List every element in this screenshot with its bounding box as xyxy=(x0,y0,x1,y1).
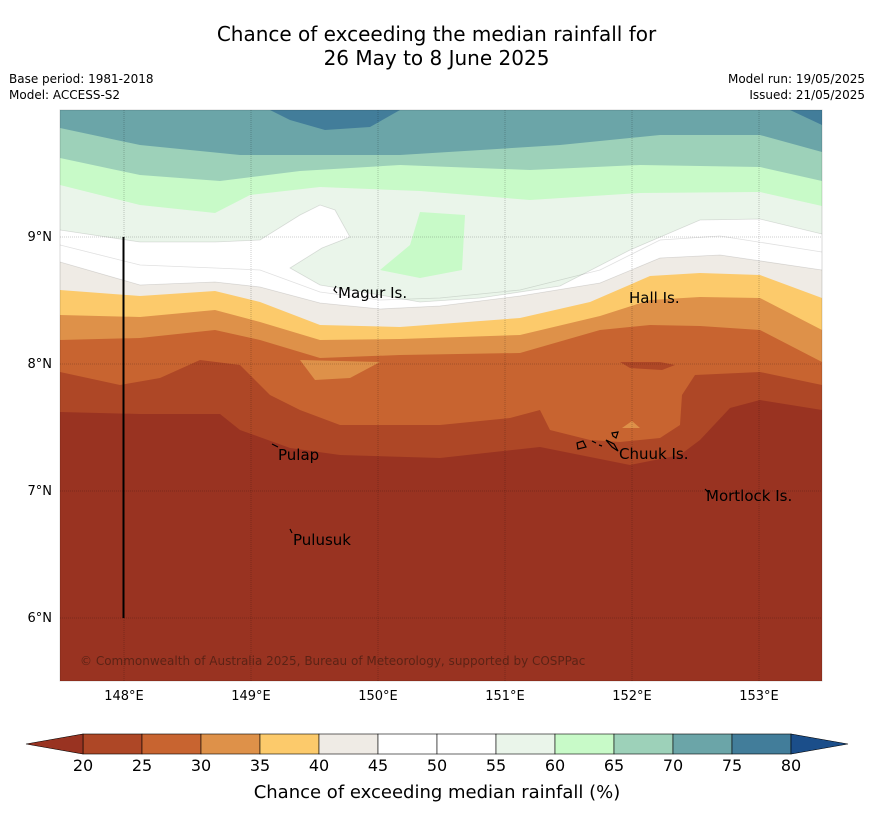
colorbar-swatch-50_55 xyxy=(436,733,497,755)
colorbar-tick-70: 70 xyxy=(663,756,683,775)
map-panel xyxy=(60,110,822,681)
y-tick-9n: 9°N xyxy=(28,230,53,245)
pulusuk-island-outline xyxy=(289,528,293,534)
colorbar-tick-40: 40 xyxy=(309,756,329,775)
band-below-20 xyxy=(60,400,822,681)
place-label-magur: Magur Is. xyxy=(338,284,407,302)
model-text: Model: ACCESS-S2 xyxy=(9,88,121,102)
colorbar-tick-60: 60 xyxy=(545,756,565,775)
chuuk-atoll-west xyxy=(576,440,587,450)
x-tick-153e: 153°E xyxy=(739,689,779,704)
place-label-hall: Hall Is. xyxy=(629,289,680,307)
x-tick-148e: 148°E xyxy=(104,689,144,704)
colorbar-tick-20: 20 xyxy=(73,756,93,775)
colorbar-swatch-45_50 xyxy=(377,733,438,755)
colorbar-tick-75: 75 xyxy=(722,756,742,775)
colorbar-tick-50: 50 xyxy=(427,756,447,775)
colorbar-tick-35: 35 xyxy=(250,756,270,775)
band-75-80-east xyxy=(790,110,822,125)
colorbar-swatches xyxy=(25,733,849,755)
y-tick-7n: 7°N xyxy=(28,484,53,499)
colorbar-tick-45: 45 xyxy=(368,756,388,775)
pulap-island-outline xyxy=(271,443,279,448)
colorbar-ticks: 20 25 30 35 40 45 50 55 60 65 70 75 80 xyxy=(73,756,801,775)
colorbar-swatch-60_65 xyxy=(554,733,615,755)
chuuk-atoll-islets xyxy=(591,440,603,447)
chuuk-atoll-north xyxy=(611,431,619,439)
map-grid xyxy=(60,110,822,681)
x-tick-152e: 152°E xyxy=(612,689,652,704)
colorbar-swatch-55_60 xyxy=(495,733,556,755)
chart-title: Chance of exceeding the median rainfall … xyxy=(0,22,873,70)
place-label-chuuk: Chuuk Is. xyxy=(619,445,688,463)
x-tick-150e: 150°E xyxy=(358,689,398,704)
colorbar-swatch-30_35 xyxy=(200,733,261,755)
band-75-80-west xyxy=(270,110,400,130)
band-30-35-patch xyxy=(300,360,380,380)
colorbar-swatch-25_30 xyxy=(141,733,202,755)
colorbar-extend-low xyxy=(25,733,84,755)
island-outlines xyxy=(271,285,709,534)
colorbar-label: Chance of exceeding median rainfall (%) xyxy=(254,782,621,803)
colorbar: 20 25 30 35 40 45 50 55 60 65 70 75 80 C… xyxy=(25,733,849,803)
colorbar-swatch-40_45 xyxy=(318,733,379,755)
magur-island-outline xyxy=(333,285,338,294)
colorbar-extend-high xyxy=(790,733,849,755)
colorbar-tick-30: 30 xyxy=(191,756,211,775)
band-30-35-dot xyxy=(622,421,640,428)
x-tick-149e: 149°E xyxy=(231,689,271,704)
band-20-25-patch xyxy=(620,362,675,370)
model-run-text: Model run: 19/05/2025 xyxy=(727,72,865,86)
map-frame xyxy=(59,109,823,682)
colorbar-swatch-20_25 xyxy=(82,733,143,755)
place-label-mortlock: Mortlock Is. xyxy=(706,487,792,505)
colorbar-swatch-35_40 xyxy=(259,733,320,755)
colorbar-tick-65: 65 xyxy=(604,756,624,775)
y-axis-ticks: 6°N 7°N 8°N 9°N xyxy=(28,230,53,626)
title-line-2: 26 May to 8 June 2025 xyxy=(323,46,550,70)
colorbar-tick-55: 55 xyxy=(486,756,506,775)
mortlock-island-outline xyxy=(704,488,709,493)
issued-text: Issued: 21/05/2025 xyxy=(749,88,865,102)
colorbar-swatch-65_70 xyxy=(613,733,674,755)
contour-lines xyxy=(60,204,822,310)
x-tick-151e: 151°E xyxy=(485,689,525,704)
colorbar-tick-80: 80 xyxy=(781,756,801,775)
chuuk-atoll-east xyxy=(605,439,619,452)
meta-right: Model run: 19/05/2025 Issued: 21/05/2025 xyxy=(728,71,865,103)
place-labels: Magur Is. Hall Is. Pulap Chuuk Is. Mortl… xyxy=(278,284,792,549)
y-tick-8n: 8°N xyxy=(28,357,53,372)
place-label-pulusuk: Pulusuk xyxy=(293,531,351,549)
colorbar-tick-25: 25 xyxy=(132,756,152,775)
y-tick-6n: 6°N xyxy=(28,611,53,626)
meta-left: Base period: 1981-2018 Model: ACCESS-S2 xyxy=(9,71,154,103)
colorbar-swatch-75_80 xyxy=(731,733,792,755)
place-label-pulap: Pulap xyxy=(278,446,319,464)
colorbar-swatch-70_75 xyxy=(672,733,733,755)
title-line-1: Chance of exceeding the median rainfall … xyxy=(216,22,657,46)
copyright-notice: © Commonwealth of Australia 2025, Bureau… xyxy=(80,654,585,668)
x-axis-ticks: 148°E 149°E 150°E 151°E 152°E 153°E xyxy=(104,689,779,704)
base-period-text: Base period: 1981-2018 xyxy=(9,72,154,86)
band-60-65-patch xyxy=(380,212,465,278)
